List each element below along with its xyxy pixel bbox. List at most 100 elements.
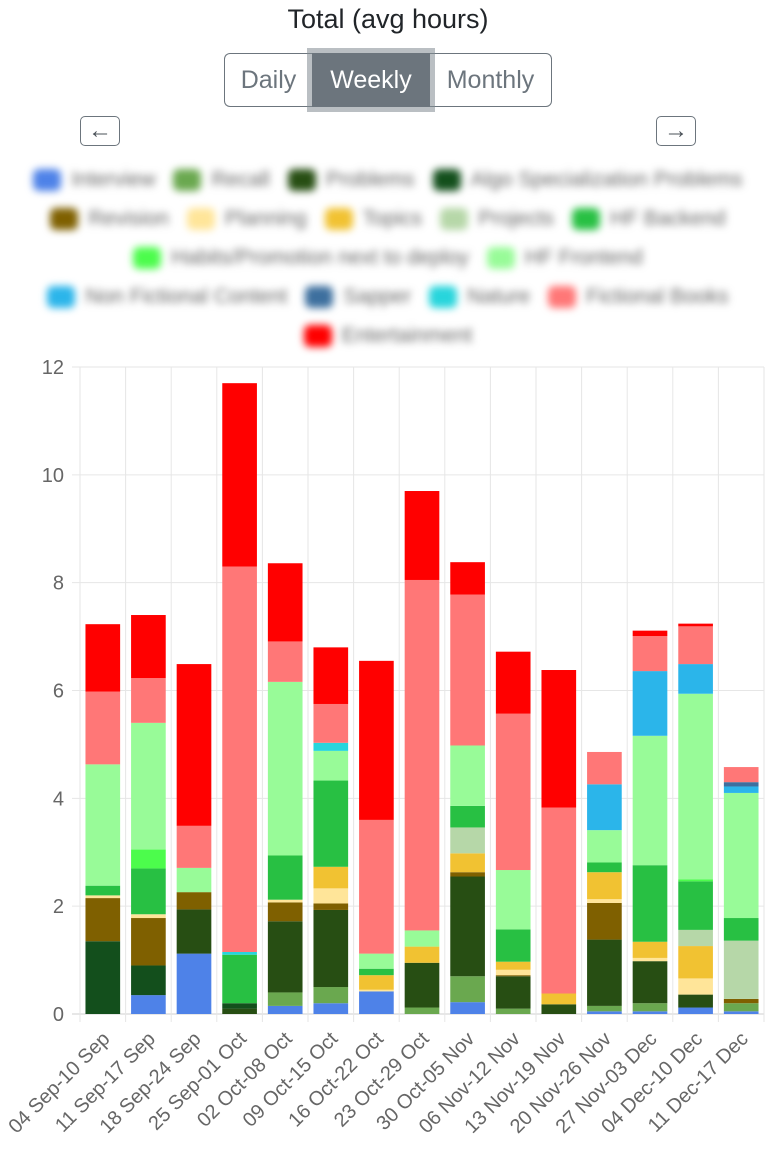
bar-segment: [450, 745, 485, 806]
legend-item[interactable]: Projects: [440, 207, 554, 231]
y-tick-label: 6: [53, 681, 64, 703]
bar-segment: [176, 867, 212, 893]
bar-segment: [495, 870, 531, 930]
bar-segment: [313, 780, 349, 867]
legend-item[interactable]: Entertainment: [303, 323, 473, 348]
legend-swatch: [47, 285, 76, 308]
bar-segment: [495, 975, 531, 977]
bar-segment: [267, 992, 303, 1006]
prev-period-button[interactable]: ←: [80, 116, 120, 146]
bar-segment: [450, 594, 485, 746]
bar-segment: [404, 1007, 440, 1014]
bar-segment: [541, 807, 577, 994]
bar-segment: [222, 383, 257, 567]
bar-segment: [176, 664, 212, 826]
bar-segment: [313, 703, 349, 743]
next-period-button[interactable]: →: [656, 116, 696, 146]
y-tick-label: 10: [42, 465, 64, 487]
bar-segment: [267, 921, 303, 993]
bar-segment: [632, 865, 668, 942]
bar-segment: [359, 975, 394, 990]
legend-item[interactable]: Problems: [287, 168, 415, 192]
bar-segment: [313, 1003, 349, 1014]
bar-segment: [723, 918, 759, 941]
bar-segment: [313, 866, 349, 889]
legend-swatch: [287, 168, 316, 191]
legend-item[interactable]: HF Frontend: [486, 245, 643, 270]
legend-label: HF Backend: [610, 206, 726, 230]
bar-segment: [359, 989, 394, 992]
legend-row: Non Fictional Content Sapper Nature Fiction…: [20, 277, 756, 316]
legend-label: Non Fictional Content: [85, 284, 288, 308]
bar-segment: [313, 750, 349, 781]
daily-button[interactable]: Daily: [224, 53, 312, 107]
legend-item[interactable]: Revision: [50, 207, 169, 231]
bar-segment: [131, 918, 166, 966]
legend-swatch: [486, 246, 515, 269]
legend-item[interactable]: Sapper: [305, 285, 411, 309]
legend-item[interactable]: Nature: [429, 285, 530, 309]
legend-item[interactable]: HF Backend: [572, 207, 726, 231]
bar-segment: [450, 1002, 485, 1014]
bar-segment: [359, 819, 394, 954]
bar-segment: [131, 722, 166, 850]
legend-swatch: [50, 207, 79, 230]
bar-segment: [85, 691, 121, 765]
bar-segment: [267, 899, 303, 903]
legend-swatch: [432, 168, 461, 191]
legend-swatch: [186, 207, 215, 230]
bar-segment: [267, 1005, 303, 1014]
arrow-left-icon: ←: [88, 117, 112, 144]
bar-segment: [176, 825, 212, 868]
legend-swatch: [173, 168, 202, 191]
legend-row: Habits/Promotion next to deploy HF Fronte…: [20, 238, 756, 277]
legend-item[interactable]: Recall: [173, 168, 270, 192]
legend-item[interactable]: Algo Specialization Problems: [432, 168, 743, 192]
bar-segment: [267, 563, 303, 642]
legend-label: Nature: [467, 284, 531, 308]
bar-segment: [404, 579, 440, 931]
legend-label: Habits/Promotion next to deploy: [171, 245, 469, 269]
legend-item[interactable]: Fictional Books: [548, 285, 729, 309]
legend-item[interactable]: Non Fictional Content: [47, 285, 287, 309]
y-tick-label: 12: [42, 357, 64, 379]
y-tick-label: 2: [53, 896, 64, 918]
legend-label: Entertainment: [341, 323, 473, 347]
bar-segment: [495, 929, 531, 962]
legend-item[interactable]: Topics: [324, 206, 423, 231]
legend-item[interactable]: Planning: [186, 206, 307, 231]
bar-segment: [587, 862, 622, 873]
bar-segment: [632, 1003, 668, 1012]
bar-segment: [131, 868, 166, 915]
bar-segment: [541, 670, 577, 808]
bar-segment: [723, 1003, 759, 1012]
bar-segment: [678, 1007, 713, 1014]
legend-label: Sapper: [343, 284, 412, 308]
bar-segment: [587, 751, 622, 785]
weekly-button[interactable]: Weekly: [312, 53, 430, 107]
bar-segment: [359, 991, 394, 1014]
monthly-button[interactable]: Monthly: [430, 53, 552, 107]
legend-label: Topics: [362, 206, 423, 230]
bar-segment: [587, 784, 622, 831]
bar-segment: [495, 969, 531, 976]
bar-segment: [176, 892, 212, 910]
bar-segment: [587, 1011, 622, 1014]
bar-segment: [723, 998, 759, 1004]
legend-label: Planning: [224, 206, 307, 230]
bar-segment: [131, 995, 166, 1014]
bar-segment: [723, 786, 759, 793]
legend-item[interactable]: Habits/Promotion next to deploy: [133, 246, 469, 270]
bar-segment: [632, 630, 668, 637]
legend-item[interactable]: Interview: [33, 168, 155, 192]
bar-segment: [723, 1011, 759, 1014]
legend-row: Revision Planning Topics Projects HF Backend: [20, 199, 756, 238]
legend-label: HF Frontend: [524, 245, 643, 269]
legend-swatch: [324, 207, 353, 230]
bar-segment: [131, 849, 166, 869]
legend-label: Revision: [88, 206, 169, 230]
legend-swatch: [440, 207, 469, 230]
bar-segment: [495, 713, 531, 871]
bar-segment: [222, 566, 257, 952]
